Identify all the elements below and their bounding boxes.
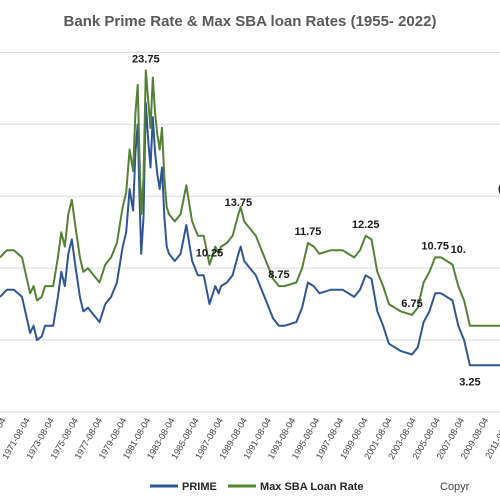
series-lines	[0, 69, 500, 367]
legend: PRIME Max SBA Loan Rate	[150, 481, 364, 493]
data-label: 10.75	[421, 240, 449, 252]
gridlines	[0, 51, 500, 413]
data-label: 8.75	[268, 269, 289, 281]
chart-title: Bank Prime Rate & Max SBA loan Rates (19…	[64, 13, 437, 30]
data-label: 10.	[451, 244, 466, 256]
legend-prime-label: PRIME	[182, 481, 217, 493]
copyright-text: Copyr	[440, 481, 470, 493]
series-line-prime	[0, 101, 500, 367]
partial-data-label: (	[498, 183, 500, 195]
data-labels: 23.75 13.75 10.25 8.75 11.75 12.25 6.75 10.75 10…	[132, 53, 481, 388]
data-label: 6.75	[401, 298, 422, 310]
data-label: 11.75	[294, 226, 321, 238]
data-label: 10.25	[196, 248, 224, 260]
x-tick-labels: 1969-08-041971-08-041973-08-041975-08-04…	[0, 416, 500, 461]
data-label: 13.75	[225, 197, 253, 209]
series-line-max-sba	[0, 69, 500, 327]
data-label: 12.25	[352, 219, 380, 231]
legend-sba-label: Max SBA Loan Rate	[260, 481, 364, 493]
data-label: 23.75	[132, 53, 160, 65]
data-label: 3.25	[459, 376, 480, 388]
